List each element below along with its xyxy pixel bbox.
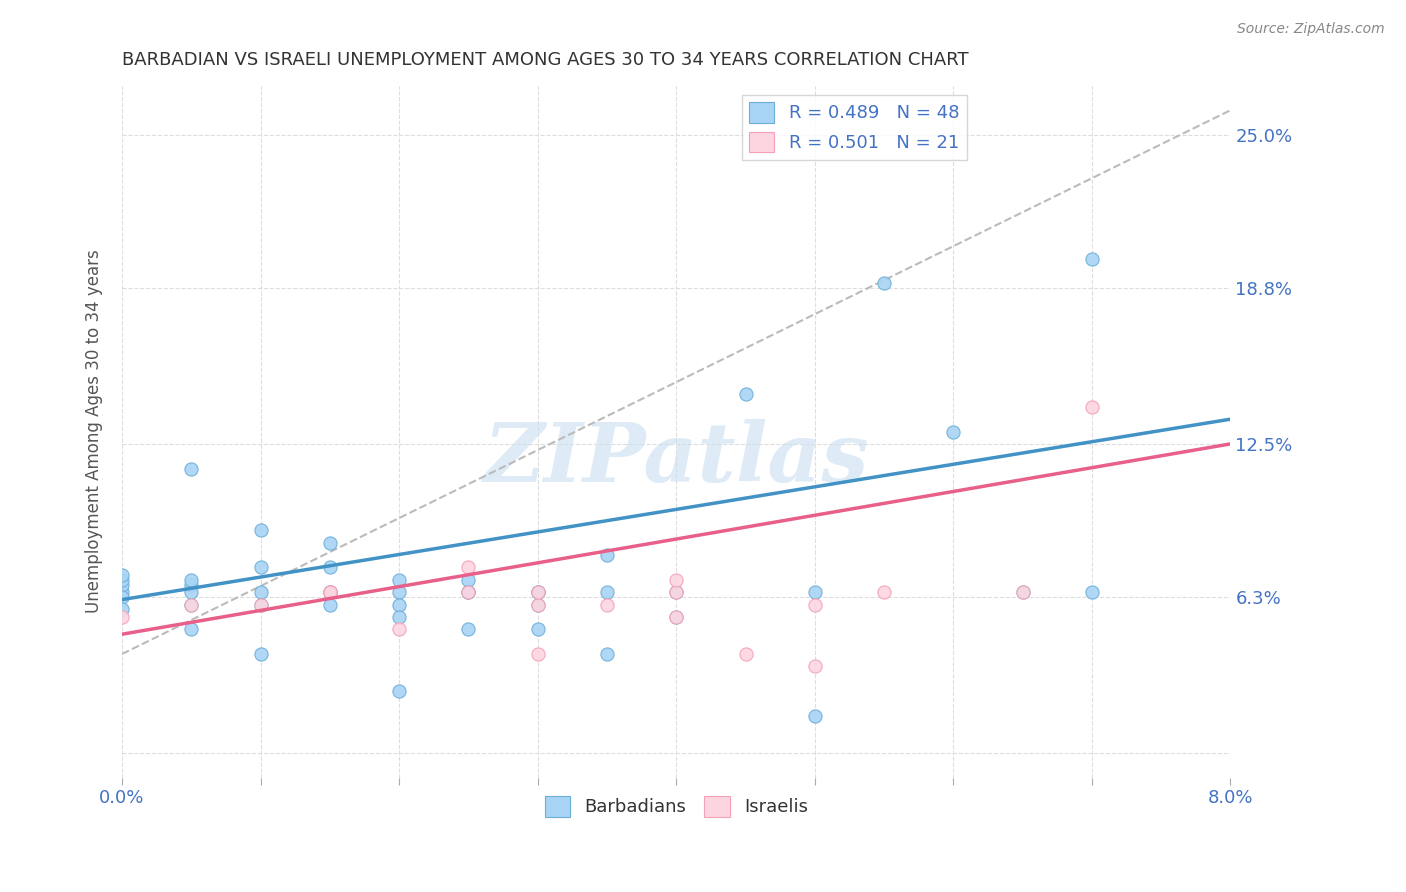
Point [319, 598, 342, 612]
Point [180, 578, 202, 592]
Point [804, 708, 827, 723]
Point [111, 585, 134, 599]
Point [596, 647, 619, 661]
Point [1081, 400, 1104, 414]
Point [249, 598, 271, 612]
Point [111, 578, 134, 592]
Point [388, 610, 411, 624]
Point [457, 622, 479, 636]
Legend: Barbadians, Israelis: Barbadians, Israelis [537, 789, 815, 824]
Point [596, 585, 619, 599]
Point [111, 610, 134, 624]
Point [1081, 585, 1104, 599]
Point [526, 585, 548, 599]
Point [388, 585, 411, 599]
Point [804, 659, 827, 673]
Point [457, 585, 479, 599]
Point [180, 598, 202, 612]
Point [457, 573, 479, 587]
Point [249, 598, 271, 612]
Point [734, 387, 756, 401]
Point [111, 602, 134, 616]
Point [111, 590, 134, 604]
Text: ZIPatlas: ZIPatlas [484, 419, 869, 500]
Point [249, 585, 271, 599]
Point [319, 585, 342, 599]
Point [665, 573, 688, 587]
Point [526, 598, 548, 612]
Point [1011, 585, 1033, 599]
Point [526, 585, 548, 599]
Point [319, 535, 342, 549]
Point [180, 461, 202, 475]
Point [249, 647, 271, 661]
Point [388, 573, 411, 587]
Point [111, 567, 134, 582]
Point [457, 585, 479, 599]
Point [665, 610, 688, 624]
Point [388, 598, 411, 612]
Point [180, 573, 202, 587]
Point [596, 598, 619, 612]
Point [665, 585, 688, 599]
Point [457, 585, 479, 599]
Point [942, 425, 965, 439]
Text: Source: ZipAtlas.com: Source: ZipAtlas.com [1237, 22, 1385, 37]
Point [319, 585, 342, 599]
Text: BARBADIAN VS ISRAELI UNEMPLOYMENT AMONG AGES 30 TO 34 YEARS CORRELATION CHART: BARBADIAN VS ISRAELI UNEMPLOYMENT AMONG … [122, 51, 969, 69]
Point [526, 622, 548, 636]
Point [180, 585, 202, 599]
Point [388, 684, 411, 698]
Point [180, 598, 202, 612]
Point [180, 622, 202, 636]
Point [665, 585, 688, 599]
Point [526, 598, 548, 612]
Y-axis label: Unemployment Among Ages 30 to 34 years: Unemployment Among Ages 30 to 34 years [86, 250, 103, 614]
Point [1011, 585, 1033, 599]
Point [804, 585, 827, 599]
Point [319, 560, 342, 574]
Point [734, 647, 756, 661]
Point [596, 548, 619, 562]
Point [457, 560, 479, 574]
Point [526, 585, 548, 599]
Point [111, 573, 134, 587]
Point [1081, 252, 1104, 266]
Point [665, 610, 688, 624]
Point [319, 585, 342, 599]
Point [526, 647, 548, 661]
Point [249, 524, 271, 538]
Point [873, 585, 896, 599]
Point [319, 585, 342, 599]
Point [249, 560, 271, 574]
Point [873, 277, 896, 291]
Point [388, 622, 411, 636]
Point [804, 598, 827, 612]
